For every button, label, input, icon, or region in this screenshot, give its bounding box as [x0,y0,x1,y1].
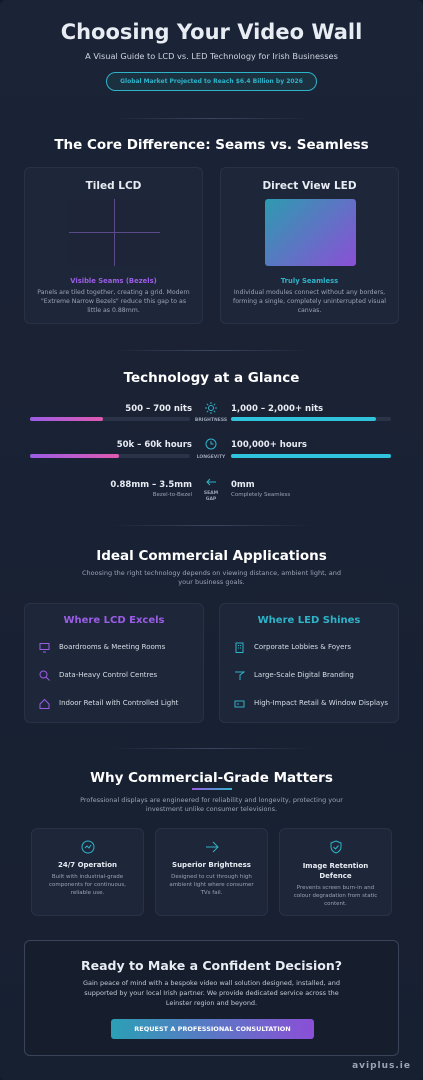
feature-icon [81,840,95,854]
arrow-icon [206,478,216,486]
item-text: Boardrooms & Meeting Rooms [59,643,166,651]
card-title: Where LED Shines [257,615,361,626]
badge: Global Market Projected to Reach $6.4 Bi… [106,72,317,91]
section-title: Why Commercial-Grade Matters [90,770,333,786]
list: Boardrooms & Meeting Rooms Data-Heavy Co… [25,633,178,717]
bar-track [30,454,190,458]
metric: BRIGHTNESS [194,418,228,423]
lcd-value: 500 – 700 nits [125,404,192,414]
feature-text: Built with industrial-grade components f… [48,874,127,896]
divider [110,525,313,526]
list-item: Data-Heavy Control Centres [39,661,178,689]
sun-icon [205,402,217,414]
cta-button[interactable]: REQUEST A PROFESSIONAL CONSULTATION [111,1019,314,1039]
feature-title: Image Retention Defence [302,862,369,880]
feature-card: 24/7 Operation Built with industrial-gra… [31,828,144,916]
cta-text: Gain peace of mind with a bespoke video … [82,979,341,1007]
card-title: Tiled LCD [85,180,142,192]
item-text: Corporate Lobbies & Foyers [254,643,352,651]
list-item: Boardrooms & Meeting Rooms [39,633,178,661]
card-title: Where LCD Excels [63,615,165,626]
bar-track [30,417,190,421]
list: Corporate Lobbies & Foyers Large-Scale D… [220,633,388,717]
led-value: 0mm [231,480,255,490]
list-item: High-Impact Retail & Window Displays [234,689,388,717]
card-title: Direct View LED [262,180,357,192]
feature-icon [330,840,342,854]
feature-title: Superior Brightness [172,861,251,869]
feature-title: 24/7 Operation [57,861,118,869]
card: Tiled LCD Visible Seams (Bezels) Panels … [24,167,203,324]
note: Completely Seamless [231,492,291,498]
feature-icon [206,841,219,853]
card: Direct View LED Truly Seamless Individua… [220,167,399,324]
clock-icon [205,438,217,450]
metric: LONGEVITY [196,455,226,460]
lcd-grid [69,199,160,266]
section-subtitle: Choosing the right technology depends on… [82,569,341,586]
app-card: Where LED Shines Corporate Lobbies & Foy… [219,603,399,723]
divider [110,350,313,351]
divider [110,118,313,119]
card-label: Truly Seamless [280,277,339,285]
section-title: Technology at a Glance [123,370,300,386]
card-text: Panels are tiled together, creating a gr… [37,289,190,314]
cta-card: Ready to Make a Confident Decision? Gain… [24,940,399,1056]
led-canvas [265,199,356,266]
cta-title: Ready to Make a Confident Decision? [81,958,342,973]
item-text: Indoor Retail with Controlled Light [59,699,179,707]
divider [110,748,313,749]
lcd-value: 0.88mm – 3.5mm [110,480,192,490]
led-value: 100,000+ hours [231,440,307,450]
footer-brand: aviplus.ie [352,1061,411,1071]
title: Choosing Your Video Wall [60,20,363,44]
feature-card: Superior Brightness Designed to cut thro… [155,828,268,916]
feature-text: Prevents screen burn-in and colour degra… [293,885,378,907]
section-subtitle: Professional displays are engineered for… [80,796,343,813]
underline [192,788,232,790]
card-text: Individual modules connect without any b… [233,289,386,314]
list-item: Corporate Lobbies & Foyers [234,633,388,661]
feature-card: Image Retention Defence Prevents screen … [279,828,392,916]
subtitle: A Visual Guide to LCD vs. LED Technology… [85,51,338,61]
app-card: Where LCD Excels Boardrooms & Meeting Ro… [24,603,204,723]
note: Bezel-to-Bezel [152,492,192,498]
metric: SEAM GAP [203,491,219,502]
section-title: Ideal Commercial Applications [96,548,327,564]
item-text: High-Impact Retail & Window Displays [254,699,389,707]
feature-text: Designed to cut through high ambient lig… [169,874,254,896]
list-item: Large-Scale Digital Branding [234,661,388,689]
item-text: Data-Heavy Control Centres [59,671,158,679]
item-text: Large-Scale Digital Branding [254,671,354,679]
card-label: Visible Seams (Bezels) [70,277,157,285]
lcd-value: 50k – 60k hours [116,440,192,450]
bar-track [231,454,391,458]
list-item: Indoor Retail with Controlled Light [39,689,178,717]
section-title: The Core Difference: Seams vs. Seamless [54,137,369,153]
led-value: 1,000 – 2,000+ nits [231,404,324,414]
bar-track [231,417,391,421]
